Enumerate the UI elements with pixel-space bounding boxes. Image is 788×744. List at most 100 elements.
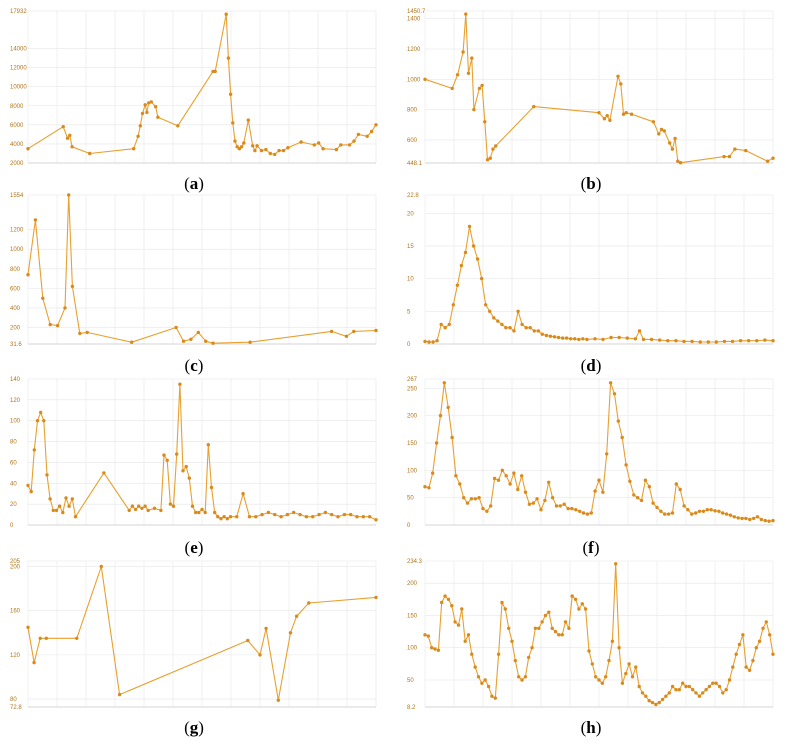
data-point xyxy=(547,480,551,484)
data-point xyxy=(504,474,508,478)
data-point xyxy=(639,498,644,503)
y-tick-label: 100 xyxy=(10,419,21,425)
data-point xyxy=(721,511,725,515)
data-point xyxy=(463,639,467,643)
data-point xyxy=(489,504,493,508)
data-point xyxy=(213,69,217,74)
data-point xyxy=(605,452,609,456)
chart-d: 22.8 20 15 10 5 0 xyxy=(407,193,775,348)
data-point xyxy=(299,140,303,144)
y-tick-label: 80 xyxy=(10,440,17,446)
chart-panel-d: 22.8 20 15 10 5 0 xyxy=(405,192,777,348)
data-point xyxy=(771,652,775,656)
data-point xyxy=(512,471,516,475)
data-point xyxy=(259,148,264,153)
data-point xyxy=(423,77,427,82)
data-point xyxy=(539,508,543,512)
data-point xyxy=(355,515,359,519)
data-point xyxy=(507,626,511,630)
data-point xyxy=(70,284,75,289)
data-point xyxy=(266,510,271,515)
data-point xyxy=(570,506,574,511)
data-point xyxy=(460,607,464,611)
data-point xyxy=(470,56,474,60)
data-point xyxy=(597,111,601,115)
data-point xyxy=(273,512,277,517)
data-point xyxy=(624,111,628,115)
data-point xyxy=(347,143,352,147)
data-point xyxy=(178,382,182,386)
data-point xyxy=(32,448,36,452)
data-point xyxy=(678,487,682,492)
data-point xyxy=(374,123,378,127)
caption-paren: ( xyxy=(184,538,191,557)
data-point xyxy=(567,626,571,630)
data-point xyxy=(547,610,551,614)
data-point xyxy=(453,620,457,624)
data-point xyxy=(239,145,244,149)
data-point xyxy=(612,392,617,396)
data-point xyxy=(659,127,664,132)
data-point xyxy=(640,691,645,695)
caption-paren: ) xyxy=(593,538,600,557)
data-point xyxy=(516,487,520,492)
data-point xyxy=(226,56,231,60)
data-point xyxy=(423,339,427,344)
data-point xyxy=(102,471,106,475)
data-point xyxy=(273,152,277,157)
data-point xyxy=(666,512,671,516)
data-point xyxy=(70,145,74,149)
data-point xyxy=(258,653,262,657)
data-point xyxy=(523,490,528,494)
chart-a: 17932 14000 12000 10000 8000 6000 4000 2000 xyxy=(10,9,378,167)
y-tick-label: 4000 xyxy=(10,142,24,148)
data-point xyxy=(276,698,280,702)
data-point xyxy=(504,326,508,330)
data-point xyxy=(601,490,605,494)
data-point xyxy=(744,665,748,669)
data-point xyxy=(697,509,702,513)
data-point xyxy=(488,309,492,313)
data-point xyxy=(446,597,451,601)
data-point xyxy=(633,337,638,341)
data-point xyxy=(200,507,204,512)
y-tick-label: 200 xyxy=(407,414,418,420)
data-point xyxy=(668,141,672,145)
data-point xyxy=(465,501,470,505)
y-tick-label: 800 xyxy=(407,108,418,114)
data-point xyxy=(761,626,765,630)
data-point xyxy=(550,496,555,500)
y-tick-label: 60 xyxy=(10,460,17,466)
y-tick-label: 120 xyxy=(10,398,21,404)
y-tick-label: 8.2 xyxy=(407,705,416,711)
y-tick-label: 150 xyxy=(407,441,418,447)
data-point xyxy=(701,509,706,513)
y-tick-label: 40 xyxy=(10,481,17,487)
data-point xyxy=(537,626,541,630)
data-point xyxy=(493,696,497,700)
y-tick-label: 200 xyxy=(10,326,21,332)
y-tick-label: 160 xyxy=(10,609,21,615)
data-point xyxy=(140,506,144,510)
data-point xyxy=(536,329,540,333)
data-point xyxy=(706,340,710,344)
data-point xyxy=(196,330,200,335)
data-point xyxy=(738,339,743,343)
data-point xyxy=(523,675,528,679)
data-point xyxy=(78,331,82,336)
data-point xyxy=(647,699,651,703)
data-point xyxy=(443,326,447,330)
data-point xyxy=(673,136,677,141)
y-tick-label: 100 xyxy=(407,468,418,474)
data-point xyxy=(137,504,141,508)
data-point xyxy=(731,665,735,669)
data-point xyxy=(616,74,620,79)
y-tick-label: 267 xyxy=(407,377,418,383)
data-point xyxy=(483,120,487,124)
caption-letter: f xyxy=(588,538,594,557)
data-point xyxy=(130,504,135,508)
data-point xyxy=(349,512,353,517)
data-point xyxy=(573,597,578,601)
data-point xyxy=(127,508,131,513)
data-point xyxy=(690,339,694,344)
